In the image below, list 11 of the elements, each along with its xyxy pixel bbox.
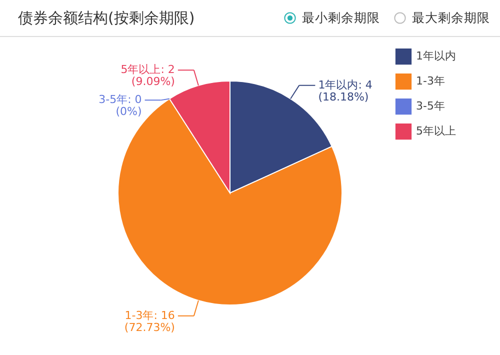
legend-label: 1-3年 [416,74,445,88]
text: 最大剩余期限 [412,10,490,26]
legend-label: 1年以内 [416,50,456,62]
legend-label: 3-5年 [416,100,445,112]
text: 3-5年: 0 (0%) [98,93,142,118]
data-label: 1年以内: 4 (18.18%) [318,78,372,104]
data-label: 5年以上: 2 (9.09%) [120,63,175,88]
text: 最小剩余期限 [302,10,380,26]
legend-label: 5年以上 [416,124,456,138]
chart-title: 债券余额结构(按剩余期限) [18,8,196,28]
data-label: 1-3年: 16 (72.73%) [124,308,175,334]
